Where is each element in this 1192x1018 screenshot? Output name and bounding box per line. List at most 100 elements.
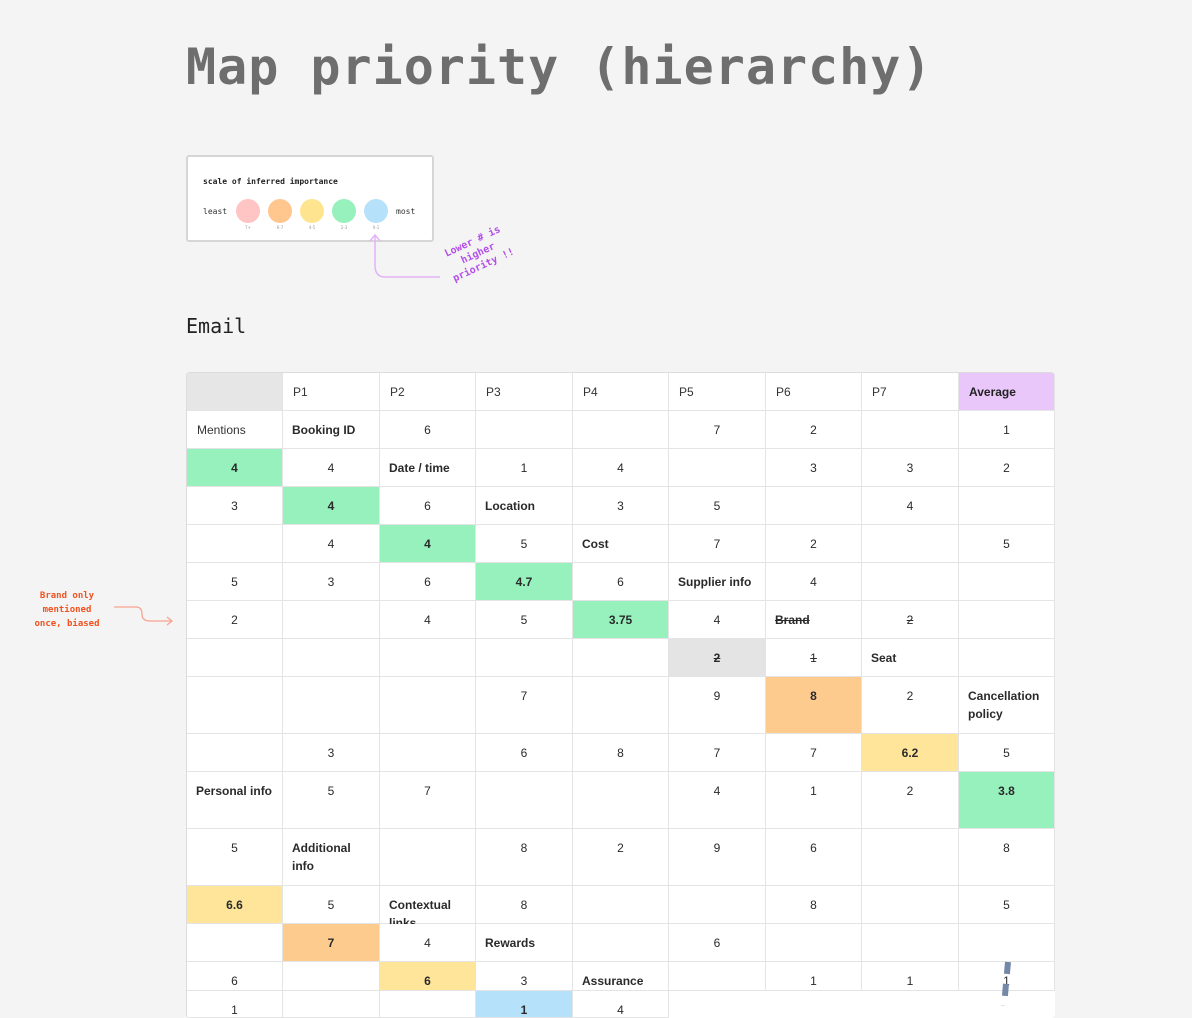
- average-cell[interactable]: 2: [669, 639, 766, 677]
- row-label[interactable]: Supplier info: [669, 563, 766, 601]
- table-cell[interactable]: 7: [669, 411, 766, 449]
- table-cell[interactable]: [380, 991, 476, 1018]
- table-cell[interactable]: [573, 772, 669, 829]
- table-cell[interactable]: 3: [283, 734, 380, 772]
- average-cell[interactable]: 4: [187, 449, 283, 487]
- mentions-cell[interactable]: 6: [573, 563, 669, 601]
- table-cell[interactable]: [959, 487, 1055, 525]
- table-cell[interactable]: 3: [573, 487, 669, 525]
- table-cell[interactable]: [476, 411, 573, 449]
- table-cell[interactable]: 6: [476, 734, 573, 772]
- table-cell[interactable]: [380, 734, 476, 772]
- table-cell[interactable]: 2: [766, 525, 862, 563]
- row-label[interactable]: Assurance: [573, 962, 669, 991]
- mentions-cell[interactable]: 5: [283, 886, 380, 924]
- table-cell[interactable]: 5: [669, 487, 766, 525]
- average-cell[interactable]: 6.2: [862, 734, 959, 772]
- table-cell[interactable]: 2: [187, 601, 283, 639]
- row-label[interactable]: Contextual links: [380, 886, 476, 930]
- table-cell[interactable]: 5: [283, 772, 380, 829]
- mentions-cell[interactable]: 1: [766, 639, 862, 677]
- table-cell[interactable]: [766, 487, 862, 525]
- mentions-cell[interactable]: 4: [573, 991, 669, 1018]
- table-cell[interactable]: 5: [476, 601, 573, 639]
- table-cell[interactable]: 7: [669, 525, 766, 563]
- column-header[interactable]: P1: [283, 373, 380, 411]
- table-cell[interactable]: [862, 829, 959, 886]
- row-label[interactable]: Personal info: [187, 772, 283, 829]
- average-cell[interactable]: 6: [380, 962, 476, 991]
- table-cell[interactable]: [959, 563, 1055, 601]
- table-cell[interactable]: [283, 601, 380, 639]
- table-cell[interactable]: 4: [862, 487, 959, 525]
- table-cell[interactable]: [380, 829, 476, 886]
- table-cell[interactable]: 4: [283, 525, 380, 563]
- mentions-cell[interactable]: 5: [959, 734, 1055, 772]
- table-cell[interactable]: [187, 525, 283, 563]
- mentions-cell[interactable]: 4: [669, 601, 766, 639]
- row-label[interactable]: Additional info: [283, 829, 380, 886]
- average-cell[interactable]: 7: [283, 924, 380, 962]
- column-header[interactable]: P2: [380, 373, 476, 411]
- column-header[interactable]: Mentions: [187, 411, 283, 449]
- table-cell[interactable]: 8: [573, 734, 669, 772]
- table-cell[interactable]: 4: [380, 601, 476, 639]
- table-cell[interactable]: 6: [669, 924, 766, 962]
- table-cell[interactable]: 2: [862, 772, 959, 829]
- table-cell[interactable]: 8: [476, 886, 573, 924]
- mentions-cell[interactable]: 2: [862, 677, 959, 734]
- average-cell[interactable]: 4.7: [476, 563, 573, 601]
- table-cell[interactable]: [476, 772, 573, 829]
- row-label[interactable]: Location: [476, 487, 573, 525]
- table-cell[interactable]: 1: [766, 772, 862, 829]
- mentions-cell[interactable]: 3: [476, 962, 573, 991]
- table-cell[interactable]: [187, 924, 283, 962]
- table-cell[interactable]: 2: [862, 601, 959, 639]
- table-cell[interactable]: 2: [766, 411, 862, 449]
- table-cell[interactable]: [283, 677, 380, 734]
- table-cell[interactable]: [959, 639, 1055, 677]
- column-header[interactable]: P5: [669, 373, 766, 411]
- table-cell[interactable]: 3: [862, 449, 959, 487]
- column-header[interactable]: Average: [959, 373, 1055, 411]
- table-cell[interactable]: [573, 411, 669, 449]
- table-cell[interactable]: 5: [959, 886, 1055, 924]
- table-cell[interactable]: [283, 991, 380, 1018]
- mentions-cell[interactable]: 5: [187, 829, 283, 886]
- table-cell[interactable]: 4: [573, 449, 669, 487]
- table-cell[interactable]: 6: [380, 563, 476, 601]
- average-cell[interactable]: 8: [766, 677, 862, 734]
- column-header[interactable]: P3: [476, 373, 573, 411]
- table-cell[interactable]: 3: [766, 449, 862, 487]
- column-header[interactable]: P4: [573, 373, 669, 411]
- table-cell[interactable]: [187, 677, 283, 734]
- mentions-cell[interactable]: 5: [476, 525, 573, 563]
- table-cell[interactable]: [669, 886, 766, 924]
- row-label[interactable]: Brand: [766, 601, 862, 639]
- table-cell[interactable]: [283, 639, 380, 677]
- mentions-cell[interactable]: 4: [380, 924, 476, 962]
- table-cell[interactable]: 7: [476, 677, 573, 734]
- table-cell[interactable]: 1: [959, 411, 1055, 449]
- average-cell[interactable]: 6.6: [187, 886, 283, 924]
- table-cell[interactable]: [862, 525, 959, 563]
- table-cell[interactable]: 8: [959, 829, 1055, 886]
- row-label[interactable]: Rewards: [476, 924, 573, 962]
- table-cell[interactable]: 7: [669, 734, 766, 772]
- table-cell[interactable]: [380, 677, 476, 734]
- table-cell[interactable]: 1: [187, 991, 283, 1018]
- table-cell[interactable]: [862, 563, 959, 601]
- table-cell[interactable]: [187, 734, 283, 772]
- average-cell[interactable]: 1: [476, 991, 573, 1018]
- row-label[interactable]: Booking ID: [283, 411, 380, 449]
- table-cell[interactable]: [573, 677, 669, 734]
- table-cell[interactable]: [669, 962, 766, 991]
- table-cell[interactable]: [573, 886, 669, 924]
- table-cell[interactable]: [862, 411, 959, 449]
- table-cell[interactable]: 9: [669, 829, 766, 886]
- table-cell[interactable]: 2: [959, 449, 1055, 487]
- table-cell[interactable]: [862, 886, 959, 924]
- average-cell[interactable]: 3.75: [573, 601, 669, 639]
- table-cell[interactable]: 6: [187, 962, 283, 991]
- table-cell[interactable]: 3: [283, 563, 380, 601]
